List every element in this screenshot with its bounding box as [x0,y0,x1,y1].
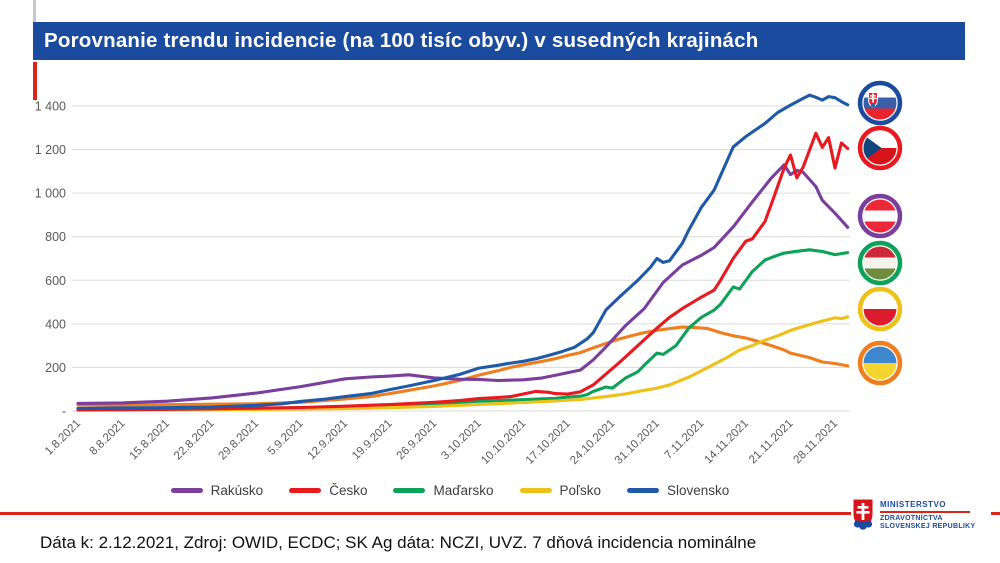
x-axis-tick-label: 3.10.2021 [439,418,484,463]
series-line-česko [76,131,850,412]
legend-item-poľsko: Poľsko [519,483,602,498]
legend-swatch [393,488,426,493]
y-axis-tick-label: - [62,405,66,419]
logo-line2: ZDRAVOTNÍCTVA [880,514,943,522]
x-axis-tick-label: 7.11.2021 [662,418,706,462]
series-line-ukrajina [76,325,850,407]
flag-czechia-icon [857,125,903,171]
source-note: Dáta k: 2.12.2021, Zdroj: OWID, ECDC; SK… [40,533,757,552]
legend-label: Rakúsko [210,483,264,498]
page-title: Porovnanie trendu incidencie (na 100 tis… [44,29,759,52]
ministry-logo: MINISTERSTVO ZDRAVOTNÍCTVA SLOVENSKEJ RE… [851,496,991,540]
series-line-poľsko [76,315,850,412]
legend-swatch [289,488,322,493]
x-axis-tick-label: 12.9.2021 [306,418,351,463]
flag-hungary-icon [857,240,903,286]
divider-red-line [0,512,1000,515]
decor-red-accent-line [33,62,37,100]
x-axis-tick-label: 19.9.2021 [350,418,395,463]
x-axis-tick-label: 22.8.2021 [172,418,217,463]
y-axis-tick-label: 1 400 [35,100,66,114]
x-axis-tick-label: 21.11.2021 [747,418,796,467]
x-axis-tick-label: 28.11.2021 [792,418,841,467]
x-axis-tick-label: 17.10.2021 [524,418,573,467]
legend-item-česko: Česko [289,483,367,498]
x-axis-tick-label: 14.11.2021 [702,418,751,467]
legend-label: Maďarsko [433,483,494,498]
legend-item-slovensko: Slovensko [627,483,729,498]
logo-red-divider [880,510,970,513]
flag-slovakia-icon [857,80,903,126]
legend-swatch [627,488,660,493]
series-line-maďarsko [76,248,850,411]
x-axis-tick-label: 8.8.2021 [88,418,128,458]
x-axis-tick-label: 15.8.2021 [128,418,173,463]
x-axis-tick-label: 10.10.2021 [479,418,528,467]
ministry-logo-text: MINISTERSTVO ZDRAVOTNÍCTVA SLOVENSKEJ RE… [880,498,975,532]
legend-item-rakúsko: Rakúsko [170,483,264,498]
legend-swatch [170,488,203,493]
chart-legend: Rakúsko Česko Maďarsko Poľsko Slovensko [60,483,840,498]
logo-line1: MINISTERSTVO [880,500,947,509]
flag-poland-icon [857,286,903,332]
x-axis-tick-label: 31.10.2021 [613,418,662,467]
decor-gray-line [33,0,36,22]
x-axis-tick-label: 29.8.2021 [217,418,262,463]
slovak-coat-of-arms-icon [851,498,875,537]
y-axis-tick-label: 800 [45,230,66,244]
x-axis-tick-label: 1.8.2021 [43,418,83,458]
y-axis-tick-label: 1 200 [35,143,66,157]
x-axis-tick-label: 24.10.2021 [568,418,617,467]
series-line-slovensko [76,93,850,410]
title-bar: Porovnanie trendu incidencie (na 100 tis… [33,22,965,60]
flag-austria-icon [857,193,903,239]
legend-label: Slovensko [667,483,730,498]
legend-label: Česko [329,483,368,498]
legend-swatch [519,488,552,493]
series-line-rakúsko [76,163,850,405]
legend-label: Poľsko [559,483,602,498]
logo-line3: SLOVENSKEJ REPUBLIKY [880,523,976,530]
x-axis-tick-label: 26.9.2021 [395,418,440,463]
y-axis-tick-label: 400 [45,317,66,331]
legend-item-maďarsko: Maďarsko [393,483,494,498]
y-axis-tick-label: 200 [45,361,66,375]
y-axis-tick-label: 600 [45,274,66,288]
x-axis-tick-label: 5.9.2021 [266,418,306,458]
flag-ukraine-icon [857,340,903,386]
y-axis-tick-label: 1 000 [35,187,66,201]
